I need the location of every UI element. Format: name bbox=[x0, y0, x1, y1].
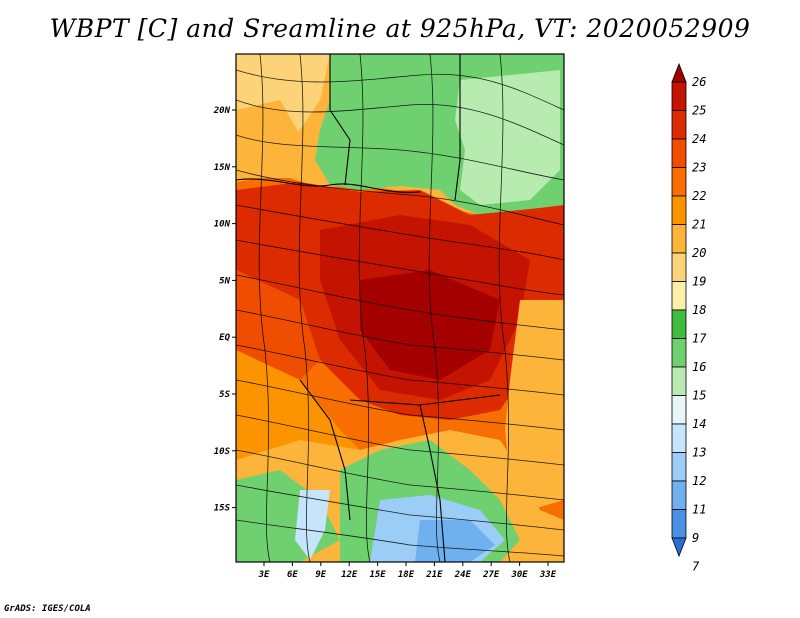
colorbar-segment bbox=[671, 309, 687, 339]
lat-tick-label: 5N bbox=[219, 276, 230, 286]
credit-label: GrADS: IGES/COLA bbox=[4, 604, 91, 614]
colorbar-label: 12 bbox=[692, 474, 706, 488]
colorbar: 26 25 24 23 22 21 20 19 18 17 16 15 14 13 12 11 9 7 bbox=[671, 62, 707, 574]
colorbar-segment bbox=[671, 423, 687, 453]
lon-tick-label: 9E bbox=[315, 570, 326, 580]
colorbar-segment bbox=[671, 338, 687, 368]
colorbar-segment bbox=[671, 509, 687, 539]
lon-tick-label: 27E bbox=[482, 570, 500, 580]
colorbar-segment bbox=[671, 252, 687, 282]
map-frame bbox=[235, 53, 565, 563]
colorbar-label: 14 bbox=[692, 417, 706, 431]
lon-tick-label: 18E bbox=[398, 570, 415, 580]
lon-tick-label: 21E bbox=[425, 570, 443, 580]
lat-tick-label: 10N bbox=[214, 220, 231, 230]
colorbar-segment bbox=[671, 395, 687, 425]
colorbar-label: 16 bbox=[692, 360, 706, 374]
lon-tick-label: 12E bbox=[341, 570, 358, 580]
colorbar-segment bbox=[671, 480, 687, 510]
lon-tick-label: 15E bbox=[369, 570, 386, 580]
colorbar-segment bbox=[671, 167, 687, 197]
colorbar-segment bbox=[671, 224, 687, 254]
lon-tick-label: 30E bbox=[510, 570, 528, 580]
colorbar-segment bbox=[671, 138, 687, 168]
colorbar-label: 11 bbox=[692, 503, 706, 517]
colorbar-segment bbox=[671, 452, 687, 482]
colorbar-label: 22 bbox=[692, 189, 706, 203]
colorbar-label: 21 bbox=[692, 218, 706, 232]
lat-tick-label: 20N bbox=[213, 106, 231, 116]
lat-tick-label: 15S bbox=[214, 504, 231, 514]
colorbar-segment bbox=[671, 195, 687, 225]
lat-tick-label: 15N bbox=[214, 163, 231, 173]
colorbar-segment bbox=[671, 281, 687, 311]
lat-tick-label: 10S bbox=[214, 447, 231, 457]
colorbar-segment bbox=[671, 537, 687, 558]
lat-tick-label: 5S bbox=[219, 390, 230, 400]
colorbar-segment bbox=[671, 81, 687, 111]
longitude-axis: 3E 6E 9E 12E 15E 18E 21E 24E 27E 30E 33E bbox=[258, 562, 557, 580]
colorbar-segment bbox=[671, 62, 687, 83]
lon-tick-label: 6E bbox=[287, 570, 298, 580]
colorbar-label: 23 bbox=[692, 161, 706, 175]
colorbar-label: 7 bbox=[692, 560, 700, 574]
colorbar-label: 24 bbox=[692, 132, 706, 146]
colorbar-label: 13 bbox=[692, 446, 706, 460]
lat-tick-label: EQ bbox=[219, 333, 230, 343]
colorbar-label: 26 bbox=[692, 75, 706, 89]
colorbar-segment bbox=[671, 366, 687, 396]
latitude-axis: 20N 15N 10N 5N EQ 5S 10S 15S bbox=[213, 106, 236, 514]
map-title: WBPT [C] and Sreamline at 925hPa, VT: 20… bbox=[49, 14, 751, 43]
colorbar-label: 18 bbox=[692, 303, 706, 317]
colorbar-label: 20 bbox=[692, 246, 706, 260]
colorbar-label: 25 bbox=[692, 104, 706, 118]
wbpt-field bbox=[236, 54, 564, 562]
colorbar-label: 17 bbox=[692, 332, 707, 346]
colorbar-label: 9 bbox=[692, 531, 699, 545]
colorbar-label: 19 bbox=[692, 275, 706, 289]
lon-tick-label: 33E bbox=[539, 570, 557, 580]
colorbar-label: 15 bbox=[692, 389, 706, 403]
colorbar-segment bbox=[671, 110, 687, 140]
lon-tick-label: 24E bbox=[454, 570, 472, 580]
lon-tick-label: 3E bbox=[258, 570, 270, 580]
